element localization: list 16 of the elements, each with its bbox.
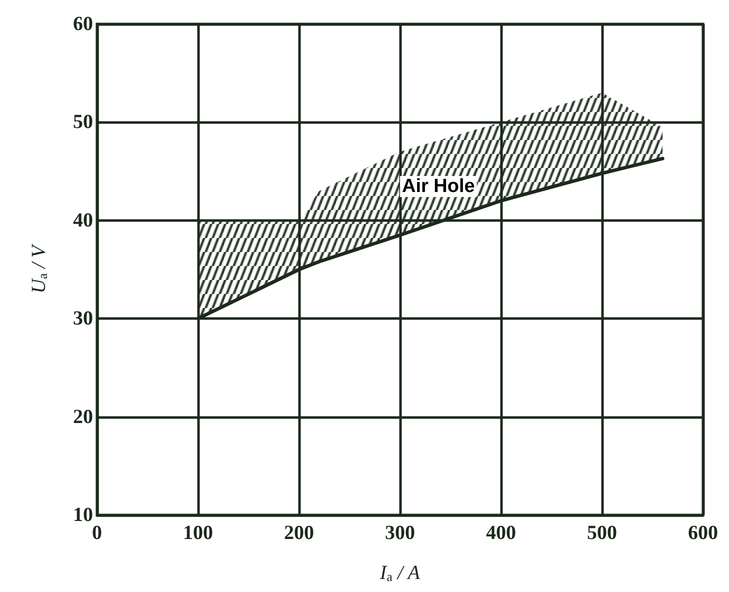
y-tick-label: 60	[73, 13, 93, 35]
x-tick-label: 300	[385, 522, 415, 544]
annotation: Air Hole	[402, 176, 475, 197]
y-tick-label: 40	[73, 209, 93, 232]
y-tick-label: 20	[73, 406, 93, 428]
x-tick-label: 100	[183, 522, 213, 544]
y-tick-label: 10	[73, 504, 93, 526]
x-axis-title: Ia / A	[378, 562, 421, 584]
x-tick-label: 600	[688, 522, 718, 544]
x-tick-label: 500	[587, 522, 617, 544]
x-tick-label: 0	[92, 522, 102, 544]
y-tick-label: 30	[73, 308, 93, 330]
y-axis-title: Ua / V	[28, 242, 50, 294]
x-tick-label: 200	[284, 522, 314, 544]
x-tick-label: 400	[486, 522, 516, 544]
y-tick-label: 50	[73, 111, 93, 134]
